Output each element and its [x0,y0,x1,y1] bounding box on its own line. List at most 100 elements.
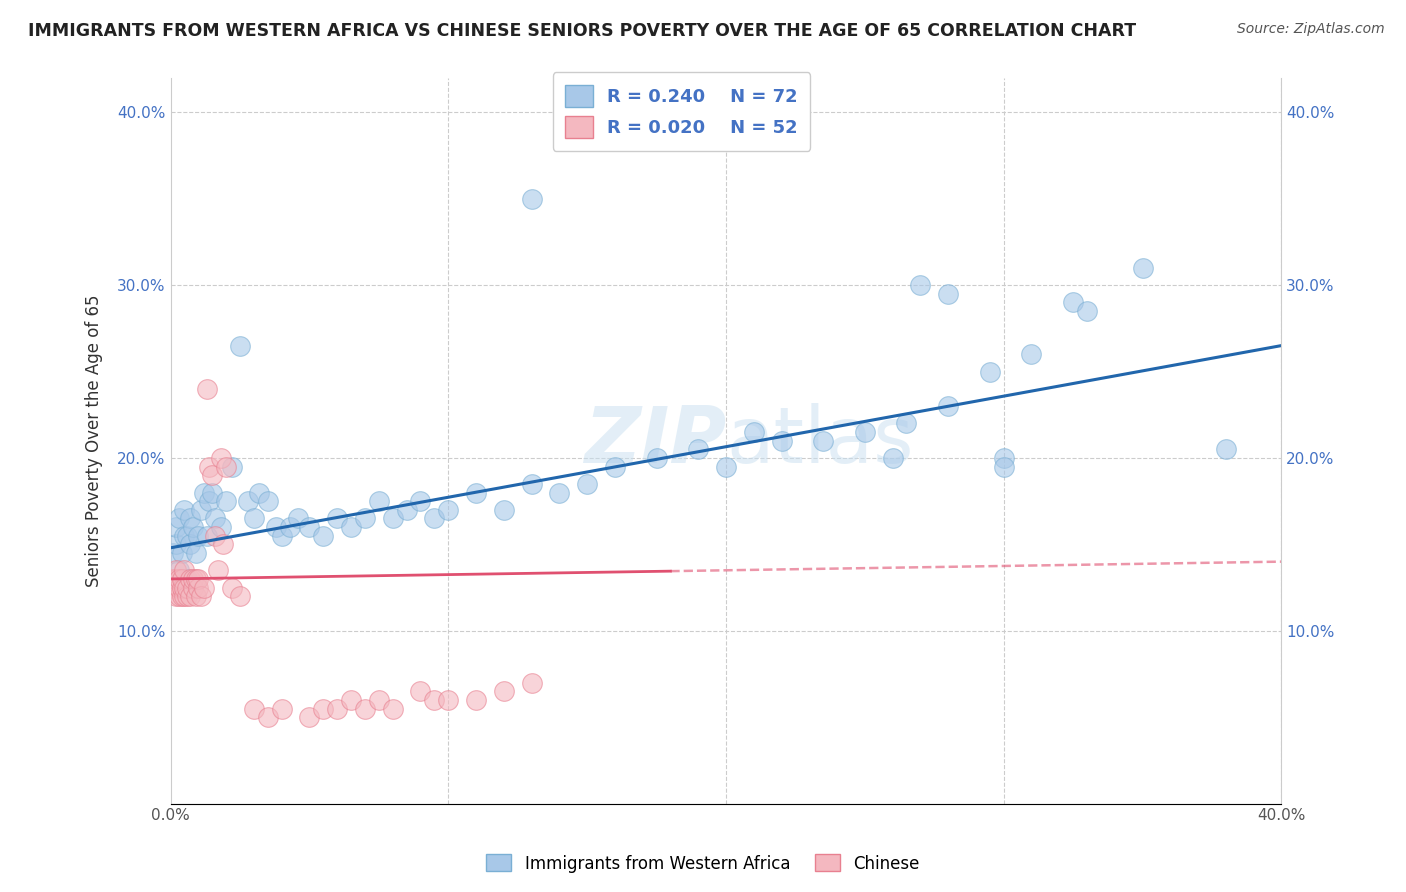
Legend: R = 0.240    N = 72, R = 0.020    N = 52: R = 0.240 N = 72, R = 0.020 N = 52 [553,72,810,151]
Point [209,520,232,534]
Point [179,572,201,586]
Point [312,701,335,715]
Point [312,529,335,543]
Point [184,589,207,603]
Point [603,459,626,474]
Point [181,520,204,534]
Point [201,485,224,500]
Point [645,450,668,465]
Point [243,511,266,525]
Point [1132,260,1154,275]
Point [298,520,321,534]
Point [170,546,193,560]
Point [167,589,190,603]
Point [198,494,221,508]
Point [176,572,198,586]
Point [714,459,737,474]
Point [423,511,446,525]
Point [179,537,201,551]
Point [181,581,204,595]
Point [212,537,235,551]
Point [238,494,260,508]
Point [195,529,218,543]
Point [170,572,193,586]
Point [853,425,876,439]
Point [492,684,515,698]
Point [520,476,543,491]
Text: Source: ZipAtlas.com: Source: ZipAtlas.com [1237,22,1385,37]
Point [354,511,377,525]
Point [910,278,932,293]
Point [437,503,460,517]
Point [179,511,201,525]
Point [173,563,195,577]
Point [215,459,238,474]
Point [1021,347,1043,361]
Point [249,485,271,500]
Point [278,520,301,534]
Point [465,485,488,500]
Point [520,675,543,690]
Point [165,589,187,603]
Point [176,581,198,595]
Point [184,546,207,560]
Point [184,572,207,586]
Point [409,684,432,698]
Point [221,581,243,595]
Text: ZIP: ZIP [583,402,725,479]
Point [176,529,198,543]
Point [811,434,834,448]
Point [882,450,904,465]
Point [209,450,232,465]
Point [165,563,187,577]
Point [465,693,488,707]
Point [181,572,204,586]
Point [167,511,190,525]
Point [176,589,198,603]
Point [179,589,201,603]
Point [187,581,209,595]
Text: IMMIGRANTS FROM WESTERN AFRICA VS CHINESE SENIORS POVERTY OVER THE AGE OF 65 COR: IMMIGRANTS FROM WESTERN AFRICA VS CHINES… [28,22,1136,40]
Point [395,503,418,517]
Point [437,693,460,707]
Point [229,338,252,352]
Point [170,581,193,595]
Point [423,693,446,707]
Point [993,459,1015,474]
Point [354,701,377,715]
Point [340,520,363,534]
Point [367,494,389,508]
Point [340,693,363,707]
Point [165,520,187,534]
Point [770,434,793,448]
Point [264,520,287,534]
Legend: Immigrants from Western Africa, Chinese: Immigrants from Western Africa, Chinese [479,847,927,880]
Point [167,572,190,586]
Point [162,572,184,586]
Point [1076,304,1098,318]
Y-axis label: Seniors Poverty Over the Age of 65: Seniors Poverty Over the Age of 65 [86,294,103,587]
Point [162,546,184,560]
Point [256,710,278,724]
Point [742,425,765,439]
Point [190,503,212,517]
Point [1215,442,1237,457]
Point [896,417,918,431]
Point [187,529,209,543]
Point [173,503,195,517]
Text: atlas: atlas [725,402,914,479]
Point [270,701,292,715]
Point [326,511,349,525]
Point [190,589,212,603]
Point [243,701,266,715]
Point [173,581,195,595]
Point [688,442,710,457]
Point [173,529,195,543]
Point [193,485,215,500]
Point [287,511,309,525]
Point [170,572,193,586]
Point [173,589,195,603]
Point [195,382,218,396]
Point [167,581,190,595]
Point [979,364,1001,378]
